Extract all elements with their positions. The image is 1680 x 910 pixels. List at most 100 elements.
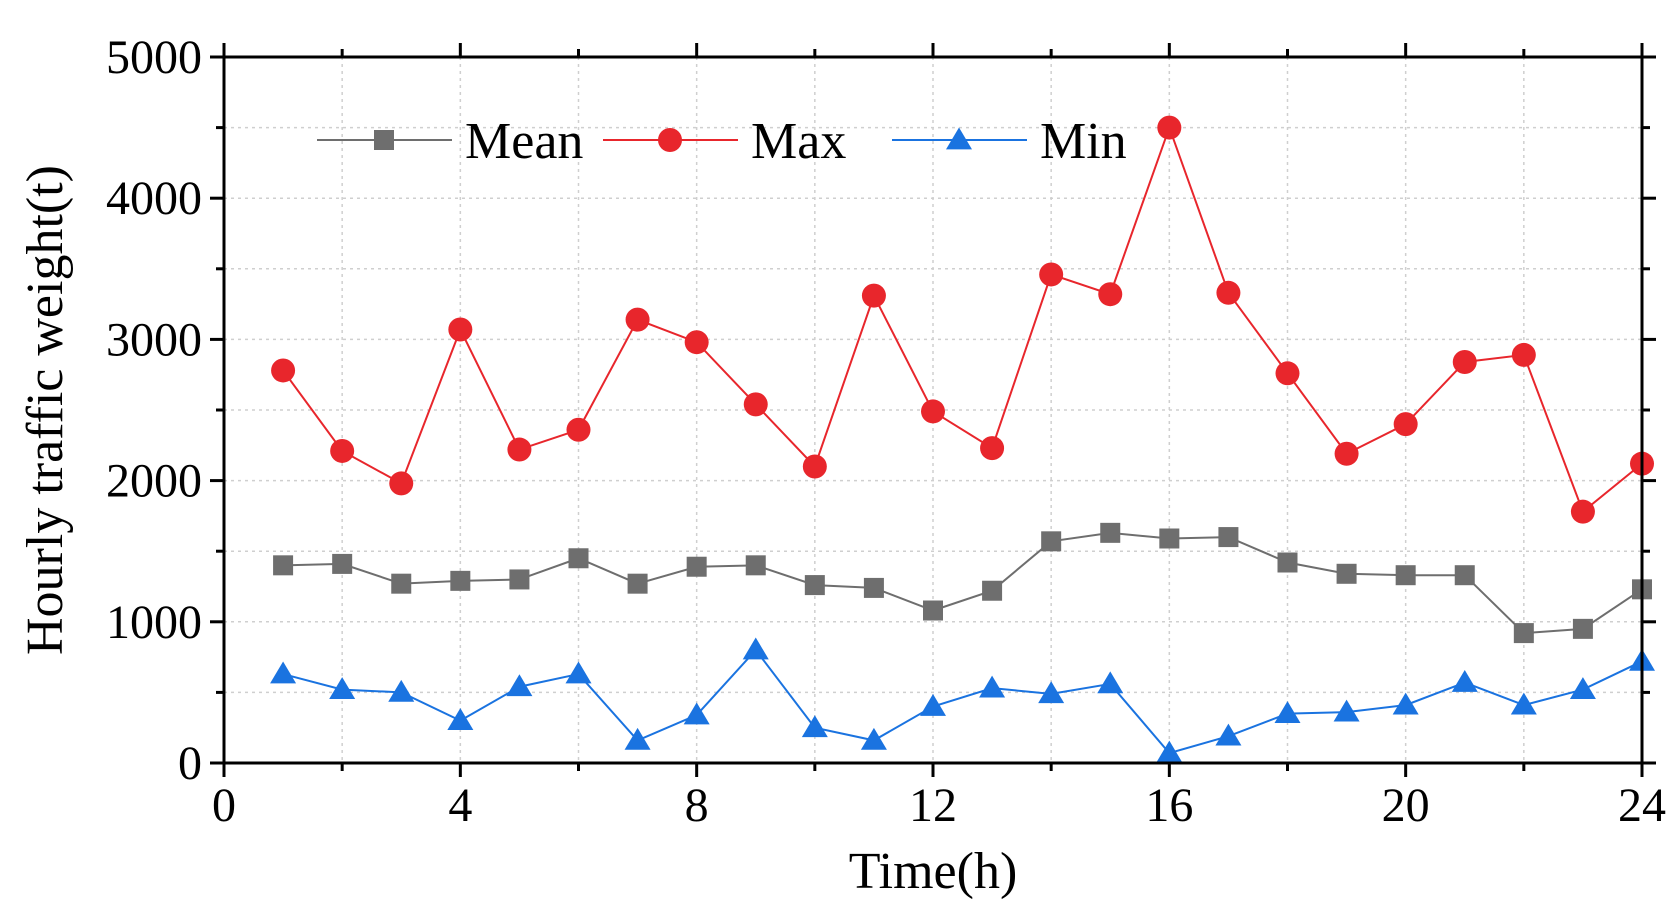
- min-point: [1274, 701, 1301, 723]
- min-point: [1215, 723, 1242, 746]
- mean-point: [509, 569, 530, 590]
- min-point: [506, 674, 533, 697]
- max-point: [1393, 412, 1418, 437]
- min-point: [1510, 692, 1537, 715]
- min-point: [742, 637, 769, 660]
- mean-point: [982, 580, 1003, 601]
- mean-point: [627, 573, 648, 594]
- max-point: [330, 438, 355, 463]
- mean-point: [863, 577, 884, 598]
- tick-layer: 0 4 8 12 16 20 24 0 1000 2000 3000 4000 5000: [106, 31, 1666, 832]
- y-tick-label: 2000: [106, 455, 202, 508]
- mean-point: [1100, 522, 1121, 543]
- min-point: [860, 727, 887, 750]
- legend-label-min: Min: [1040, 113, 1127, 170]
- min-line: [282, 648, 1643, 755]
- max-point: [1275, 361, 1300, 386]
- min-point: [329, 677, 356, 699]
- mean-point: [1336, 563, 1357, 584]
- max-point: [389, 471, 414, 496]
- max-point: [448, 317, 473, 342]
- min-point: [979, 675, 1006, 698]
- max-point: [271, 358, 296, 383]
- x-tick-label: 4: [448, 779, 472, 832]
- min-point: [920, 694, 946, 716]
- max-point: [1098, 282, 1123, 307]
- max-point: [507, 437, 532, 462]
- max-point: [743, 392, 768, 417]
- legend: Mean Max Min: [317, 113, 1127, 170]
- min-point: [1569, 677, 1596, 699]
- min-point: [1392, 692, 1419, 715]
- mean-point: [1218, 527, 1239, 548]
- legend-item-mean: Mean: [317, 113, 583, 170]
- max-point: [921, 399, 945, 424]
- max-point: [625, 307, 650, 332]
- x-tick-label: 8: [685, 779, 709, 832]
- mean-point: [1041, 531, 1062, 552]
- min-point: [624, 727, 651, 750]
- legend-label-max: Max: [751, 113, 846, 170]
- max-point: [1157, 115, 1182, 140]
- legend-marker-min: [946, 127, 972, 150]
- y-tick-label: 1000: [106, 596, 202, 649]
- max-point: [1570, 499, 1595, 524]
- series-max: [271, 115, 1654, 524]
- mean-point: [450, 570, 471, 591]
- max-point: [802, 454, 827, 479]
- min-point: [1333, 699, 1360, 722]
- legend-label-mean: Mean: [465, 113, 583, 170]
- y-tick-label: 4000: [106, 172, 202, 225]
- legend-marker-max: [658, 128, 682, 152]
- x-tick-label: 20: [1382, 779, 1430, 832]
- x-tick-label: 24: [1618, 779, 1666, 832]
- min-point: [1038, 681, 1065, 704]
- y-tick-label: 3000: [106, 313, 202, 366]
- mean-line: [283, 531, 1643, 635]
- mean-point: [1159, 528, 1180, 549]
- min-point: [801, 715, 828, 738]
- min-point: [1156, 740, 1183, 763]
- x-tick-label: 12: [909, 779, 957, 832]
- x-tick-label: 16: [1145, 779, 1193, 832]
- y-tick-label: 5000: [106, 31, 202, 84]
- x-tick-label: 0: [212, 779, 236, 832]
- max-point: [1511, 342, 1536, 367]
- max-point: [566, 417, 591, 442]
- mean-point: [332, 553, 353, 574]
- mean-point: [1277, 552, 1298, 573]
- mean-point: [804, 575, 825, 596]
- series-min: [270, 637, 1655, 763]
- min-point: [447, 708, 474, 731]
- mean-point: [923, 600, 943, 621]
- mean-point: [391, 573, 412, 594]
- max-point: [1216, 280, 1241, 305]
- x-axis-title: Time(h): [849, 843, 1018, 900]
- max-point: [684, 330, 709, 355]
- mean-point: [1513, 623, 1534, 644]
- mean-point: [1454, 565, 1475, 586]
- mean-point: [273, 555, 294, 576]
- min-point: [388, 679, 415, 702]
- mean-point: [1572, 618, 1593, 639]
- max-point: [1452, 349, 1477, 374]
- series-layer: [270, 115, 1655, 763]
- mean-point: [745, 555, 766, 576]
- max-point: [1039, 262, 1064, 287]
- mean-point: [1395, 565, 1416, 586]
- min-point: [565, 661, 592, 684]
- series-mean: [273, 522, 1652, 644]
- max-point: [861, 283, 886, 308]
- min-point: [683, 702, 710, 725]
- max-point: [980, 436, 1005, 461]
- min-point: [1451, 670, 1478, 692]
- y-axis-title: Hourly traffic weight(t): [17, 165, 74, 655]
- min-point: [270, 661, 297, 684]
- max-point: [1334, 441, 1359, 466]
- legend-item-min: Min: [892, 113, 1127, 170]
- min-point: [1097, 671, 1124, 694]
- legend-marker-mean: [374, 130, 394, 150]
- legend-item-max: Max: [603, 113, 846, 170]
